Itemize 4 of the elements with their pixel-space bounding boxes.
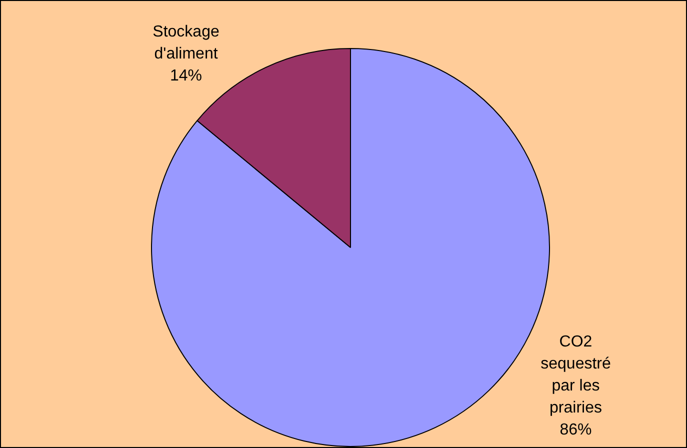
data-label: 14%: [170, 67, 202, 84]
slice-label: Stockage d'aliment: [152, 23, 220, 62]
data-label: 86%: [560, 421, 592, 438]
slice-label: CO2 sequestré par les prairies: [540, 333, 611, 416]
